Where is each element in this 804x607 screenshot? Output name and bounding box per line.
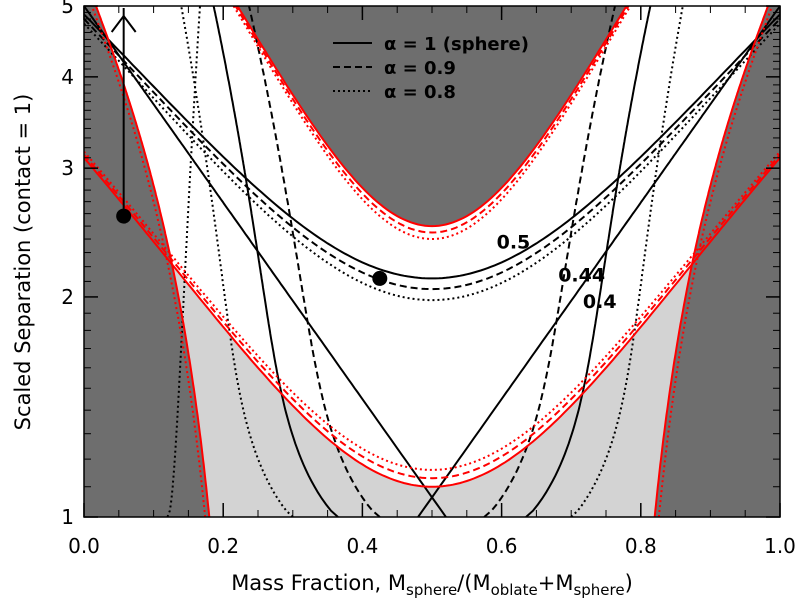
- contour-label: 0.4: [583, 291, 617, 313]
- y-tick-label: 5: [61, 0, 74, 18]
- contour-04-right-solid: [525, 6, 652, 517]
- boundary-right-dotted: [657, 6, 774, 517]
- dark-region-left: [84, 6, 210, 517]
- boundary-left: [94, 6, 211, 517]
- x-tick-label: 0.8: [625, 534, 657, 558]
- markers: [110, 8, 388, 286]
- x-tick-label: 0.2: [207, 534, 239, 558]
- contour-curves: [84, 6, 780, 517]
- boundary-right: [653, 6, 770, 517]
- contour-label: 0.5: [497, 231, 531, 253]
- legend-label-solid: α = 1 (sphere): [384, 34, 529, 55]
- y-tick-label: 2: [61, 285, 74, 309]
- boundary-left-dotted: [90, 6, 207, 517]
- legend-label-dashed: α = 0.9: [384, 58, 456, 79]
- x-tick-label: 1.0: [764, 534, 796, 558]
- axis-ticks: 0.0 0.2 0.4 0.6 0.8 1.0 1 2 3 4 5: [61, 0, 796, 558]
- x-axis-label: Mass Fraction, Msphere/(Moblate+Msphere): [231, 571, 633, 599]
- boundary-mid-solid: [84, 157, 780, 488]
- dark-region-top: [237, 6, 627, 227]
- dark-region-right: [654, 6, 780, 517]
- x-tick-label: 0.4: [346, 534, 378, 558]
- y-axis-label: Scaled Separation (contact = 1): [11, 94, 35, 431]
- arrow-head: [110, 14, 137, 33]
- contour-044-left: [84, 6, 447, 517]
- contour-04-right-dashed: [483, 6, 617, 517]
- contour-05-dashed: [84, 18, 780, 291]
- legend: α = 1 (sphere) α = 0.9 α = 0.8: [333, 34, 529, 103]
- y-tick-label: 4: [61, 65, 74, 89]
- legend-label-dotted: α = 0.8: [384, 82, 456, 103]
- contour-labels: 0.5 0.44 0.4: [497, 231, 617, 313]
- data-point-2: [372, 270, 388, 286]
- x-tick-label: 0.0: [68, 534, 100, 558]
- boundary-mid-dashed: [84, 154, 780, 480]
- contour-044-right: [417, 6, 780, 517]
- contour-label: 0.44: [558, 264, 605, 286]
- contour-05-solid: [84, 13, 780, 280]
- contour-04-left-solid: [212, 6, 339, 517]
- data-point-1: [116, 208, 132, 224]
- contour-edge-left: [166, 6, 202, 517]
- y-tick-label: 1: [61, 505, 74, 529]
- y-tick-label: 3: [61, 156, 74, 180]
- boundary-top-solid: [236, 6, 628, 228]
- x-tick-label: 0.6: [486, 534, 518, 558]
- contour-04-left-dashed: [247, 6, 381, 517]
- boundary-top-dashed: [234, 6, 630, 234]
- boundary-curves: [84, 6, 780, 517]
